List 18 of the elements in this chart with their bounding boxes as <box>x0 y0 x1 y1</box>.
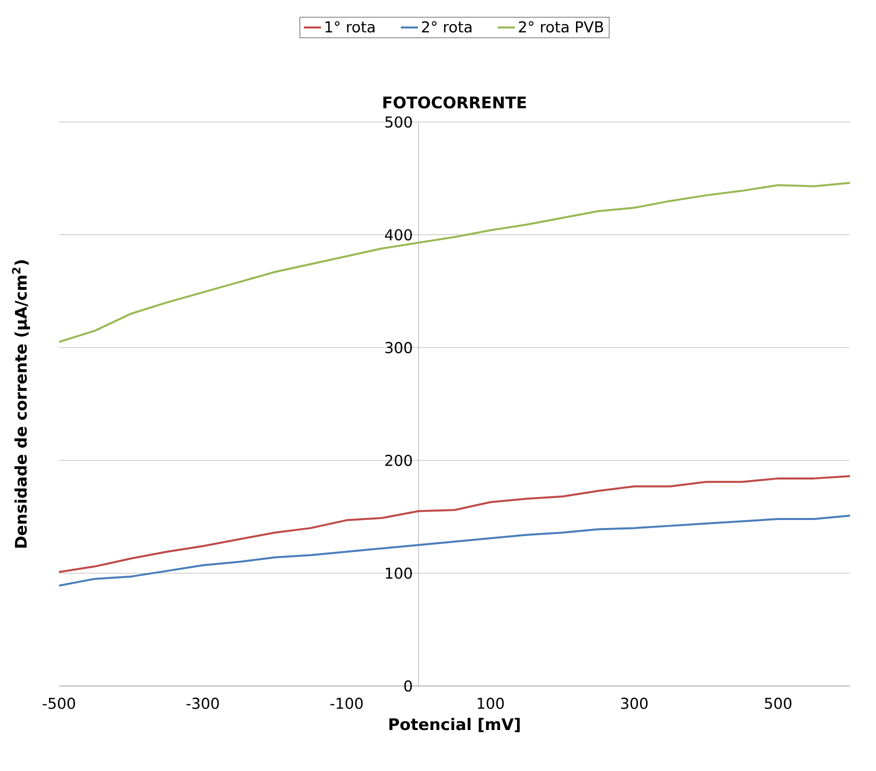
y-tick-label: 500 <box>385 116 412 128</box>
y-tick-label: 300 <box>385 342 412 354</box>
x-tick-label: 300 <box>621 698 648 710</box>
legend-label: 2° rota <box>422 21 472 33</box>
x-tick-label: 100 <box>478 698 504 710</box>
x-axis-title: Potencial [mV] <box>389 718 520 732</box>
y-tick-label: 200 <box>385 454 412 466</box>
y-axis-title: Densidade de corrente (µA/cm$^{2}$) <box>12 260 30 548</box>
x-tick-label: -500 <box>42 698 76 710</box>
x-tick-label: 500 <box>764 698 792 710</box>
legend-label: 2° rota PVB <box>518 21 604 33</box>
y-tick-label: 0 <box>404 680 412 692</box>
x-tick-label: -300 <box>186 698 219 710</box>
y-tick-label: 400 <box>384 229 412 240</box>
chart-title: FOTOCORRENTE <box>383 96 526 108</box>
y-tick-label: 100 <box>386 568 412 579</box>
legend-label: 1° rota <box>326 21 374 33</box>
x-tick-label: -100 <box>330 698 363 710</box>
